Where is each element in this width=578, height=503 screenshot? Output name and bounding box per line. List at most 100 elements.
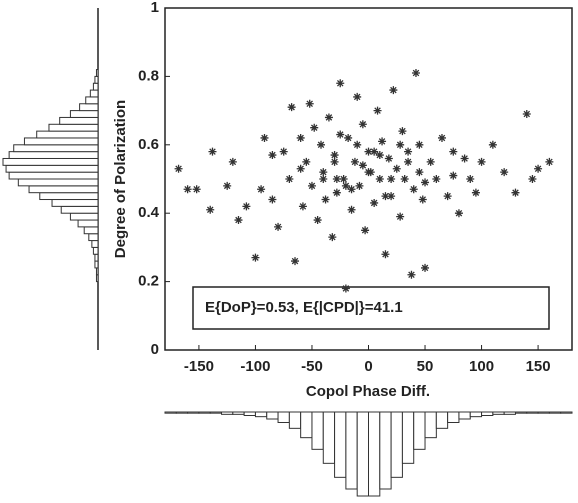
- point: [361, 226, 370, 235]
- point: [183, 185, 192, 194]
- hist-bar: [94, 75, 99, 84]
- point: [449, 147, 458, 156]
- point: [358, 161, 367, 170]
- hist-bar: [514, 411, 528, 414]
- point: [298, 202, 307, 211]
- point: [330, 157, 339, 166]
- point: [409, 185, 418, 194]
- point: [534, 164, 543, 173]
- point: [350, 157, 359, 166]
- hist-bar: [95, 267, 99, 276]
- point: [522, 110, 531, 119]
- point: [471, 188, 480, 197]
- annotation: E{DoP}=0.53, E{|CPD|}=41.1: [205, 299, 403, 316]
- point: [319, 175, 328, 183]
- hist-bar: [89, 89, 99, 98]
- hist-bar: [28, 185, 99, 194]
- hist-bar: [175, 411, 189, 414]
- hist-bar: [94, 260, 99, 269]
- point: [305, 99, 314, 108]
- point: [370, 147, 379, 156]
- point: [296, 133, 305, 142]
- hist-bar: [447, 411, 460, 423]
- hist-bar: [277, 411, 290, 423]
- point: [364, 168, 373, 177]
- annotation-box: [192, 286, 550, 330]
- x-tick-label: 0: [364, 358, 372, 375]
- hist-bar: [8, 151, 99, 159]
- point: [260, 133, 269, 142]
- point: [381, 192, 390, 201]
- hist-bar: [548, 411, 562, 414]
- hist-bar: [435, 411, 449, 429]
- point: [310, 123, 319, 132]
- point: [336, 79, 345, 88]
- point: [328, 233, 337, 242]
- point: [488, 140, 497, 149]
- point: [324, 113, 333, 122]
- point: [400, 175, 409, 183]
- point: [206, 205, 215, 214]
- y-tick-label: 0.4: [138, 204, 160, 221]
- hist-bar: [88, 233, 99, 242]
- point: [223, 181, 232, 190]
- hist-bar: [77, 219, 99, 228]
- point: [307, 181, 316, 190]
- hist-bar: [51, 199, 99, 207]
- y-tick-label: 0.8: [138, 67, 159, 84]
- point: [228, 157, 237, 166]
- hist-bar: [59, 116, 99, 125]
- point: [418, 195, 427, 204]
- point: [344, 133, 353, 142]
- hist-bar: [368, 411, 381, 497]
- hist-bar: [458, 411, 471, 420]
- y-tick-label: 1: [151, 0, 159, 16]
- point: [466, 175, 475, 183]
- hist-bar: [198, 411, 211, 414]
- x-axis-label: Copol Phase Diff.: [306, 383, 430, 400]
- point: [341, 181, 350, 190]
- hist-bar: [69, 110, 99, 118]
- y-tick-label: 0.2: [138, 273, 159, 290]
- point: [332, 175, 341, 183]
- point: [234, 216, 243, 225]
- hist-bar: [164, 411, 177, 414]
- point: [174, 164, 183, 173]
- point: [528, 175, 537, 183]
- hist-bar: [83, 226, 99, 235]
- hist-bar: [17, 178, 99, 187]
- point: [279, 147, 288, 156]
- point: [404, 157, 413, 166]
- point: [321, 195, 330, 204]
- point: [355, 181, 364, 190]
- point: [384, 154, 393, 163]
- point: [411, 68, 420, 77]
- hist-bar: [13, 144, 99, 153]
- hist-bar: [209, 411, 223, 414]
- point: [364, 147, 373, 156]
- point: [449, 171, 458, 180]
- y-tick-label: 0: [151, 341, 159, 358]
- hist-bar: [92, 82, 99, 91]
- hist-bar: [526, 411, 539, 414]
- hist-bar: [492, 411, 505, 415]
- point: [432, 175, 441, 183]
- point: [242, 202, 251, 211]
- point: [500, 168, 509, 177]
- point: [274, 222, 283, 231]
- point: [378, 137, 387, 146]
- hist-bar: [94, 253, 99, 262]
- point: [336, 130, 345, 139]
- x-tick-label: -150: [184, 358, 214, 375]
- hist-bar: [413, 411, 426, 450]
- hist-bar: [69, 212, 99, 221]
- point: [317, 140, 326, 149]
- point: [257, 185, 266, 194]
- point: [332, 188, 341, 197]
- point: [387, 175, 396, 183]
- point: [339, 175, 348, 183]
- point: [398, 127, 407, 136]
- point: [330, 151, 339, 160]
- point: [287, 103, 296, 112]
